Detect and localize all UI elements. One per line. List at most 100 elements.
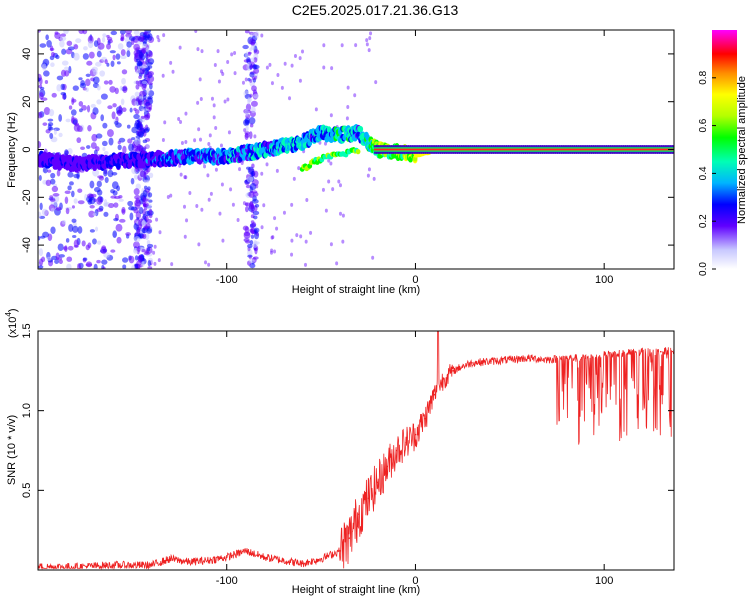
heatmap-noise-cell xyxy=(101,36,106,43)
heatmap-tone-core xyxy=(577,148,581,151)
heatmap-noise-cell xyxy=(220,182,224,187)
snr-point xyxy=(225,556,228,559)
heatmap-noise-cell xyxy=(245,124,249,132)
heatmap-tone-core xyxy=(600,148,604,151)
heatmap-noise-cell xyxy=(372,176,376,181)
heatmap-noise-cell xyxy=(153,244,157,249)
heatmap-noise-cell xyxy=(249,64,253,70)
snr-point xyxy=(452,370,454,372)
heatmap-tone-core xyxy=(528,148,532,151)
heatmap-noise-cell xyxy=(49,198,56,202)
heatmap-noise-cell xyxy=(66,256,73,262)
heatmap-tone-core xyxy=(573,148,577,151)
heatmap-tone-core xyxy=(607,148,611,151)
x-tick-label: -100 xyxy=(216,274,238,286)
heatmap-noise-cell xyxy=(331,187,335,192)
snr-point xyxy=(358,513,360,516)
heatmap-noise-cell xyxy=(194,30,198,34)
heatmap-noise-cell xyxy=(141,261,145,268)
heatmap-noise-cell xyxy=(49,178,56,185)
heatmap-noise-cell xyxy=(108,137,114,146)
heatmap-noise-cell xyxy=(290,238,294,243)
heatmap-noise-cell xyxy=(365,42,369,47)
heatmap-noise-cell xyxy=(208,133,212,138)
heatmap-noise-cell xyxy=(197,127,201,132)
heatmap-noise-cell xyxy=(68,181,74,186)
heatmap-tone-core xyxy=(645,148,649,151)
y-tick-label: 40 xyxy=(21,48,33,60)
heatmap-noise-cell xyxy=(300,49,304,54)
heatmap-noise-cell xyxy=(56,84,62,92)
heatmap-noise-cell xyxy=(50,62,55,68)
heatmap-tone-core xyxy=(506,148,510,151)
heatmap-noise-cell xyxy=(249,183,257,191)
heatmap-noise-cell xyxy=(114,120,119,125)
heatmap-noise-cell xyxy=(145,127,150,132)
heatmap-noise-cell xyxy=(368,36,372,41)
heatmap-noise-cell xyxy=(244,133,250,139)
heatmap-tone-core xyxy=(439,148,443,151)
heatmap-tone-core xyxy=(379,148,383,151)
y-tick-label: -40 xyxy=(21,237,33,253)
heatmap-noise-cell xyxy=(196,47,200,52)
snr-x-label: Height of straight line (km) xyxy=(292,584,420,596)
heatmap-noise-cell xyxy=(38,92,44,100)
heatmap-noise-cell xyxy=(61,48,67,55)
heatmap-noise-cell xyxy=(145,250,149,255)
snr-point xyxy=(159,561,162,563)
heatmap-noise-cell xyxy=(81,240,86,247)
heatmap-tone-core xyxy=(430,148,434,151)
heatmap-noise-cell xyxy=(112,54,116,61)
heatmap-noise-cell xyxy=(249,72,255,78)
heatmap-noise-cell xyxy=(128,255,135,264)
snr-point xyxy=(339,550,341,552)
heatmap-noise-cell xyxy=(117,43,124,50)
heatmap-tone-core xyxy=(381,148,385,151)
heatmap-noise-cell xyxy=(49,195,54,199)
heatmap-noise-cell xyxy=(292,176,296,181)
heatmap-noise-cell xyxy=(82,30,88,35)
heatmap-noise-cell xyxy=(49,132,54,139)
heatmap-noise-cell xyxy=(227,130,231,135)
heatmap-noise-cell xyxy=(76,125,83,133)
heatmap-noise-cell xyxy=(103,150,109,156)
heatmap-noise-cell xyxy=(64,196,69,204)
heatmap-tone-core xyxy=(579,148,583,151)
heatmap-noise-cell xyxy=(253,170,259,178)
heatmap-tone-core xyxy=(445,148,449,151)
heatmap-tone-core xyxy=(549,148,553,151)
heatmap-noise-cell xyxy=(48,108,55,117)
snr-point xyxy=(282,559,285,562)
heatmap-noise-cell xyxy=(122,85,128,94)
heatmap-noise-cell xyxy=(246,166,251,170)
heatmap-noise-cell xyxy=(116,109,122,116)
heatmap-noise-cell xyxy=(130,177,135,185)
heatmap-noise-cell xyxy=(253,227,260,233)
heatmap-tone-core xyxy=(556,148,560,151)
heatmap-tone-core xyxy=(619,148,623,151)
heatmap-noise-cell xyxy=(280,85,284,90)
heatmap-tone-core xyxy=(409,148,413,151)
heatmap-tone-core xyxy=(385,148,389,151)
heatmap-noise-cell xyxy=(243,128,247,133)
snr-point xyxy=(490,360,492,363)
heatmap-tone-core xyxy=(662,148,666,151)
heatmap-noise-cell xyxy=(98,205,104,211)
heatmap-tone-core xyxy=(462,148,466,151)
heatmap-noise-cell xyxy=(54,32,61,39)
heatmap-tone-core xyxy=(373,148,377,151)
snr-scale-base: (x104) xyxy=(4,308,19,338)
heatmap-noise-cell xyxy=(72,85,79,91)
heatmap-noise-cell xyxy=(82,53,89,60)
heatmap-tone-core xyxy=(500,148,504,151)
heatmap-tone-core xyxy=(570,148,574,151)
heatmap-noise-cell xyxy=(126,124,131,129)
heatmap-noise-cell xyxy=(81,105,87,111)
heatmap-noise-cell xyxy=(253,57,258,63)
heatmap-tone-core xyxy=(523,148,527,151)
heatmap-noise-cell xyxy=(254,203,260,208)
heatmap-noise-cell xyxy=(184,140,188,145)
heatmap-noise-cell xyxy=(54,259,60,265)
heatmap-noise-cell xyxy=(251,85,257,92)
